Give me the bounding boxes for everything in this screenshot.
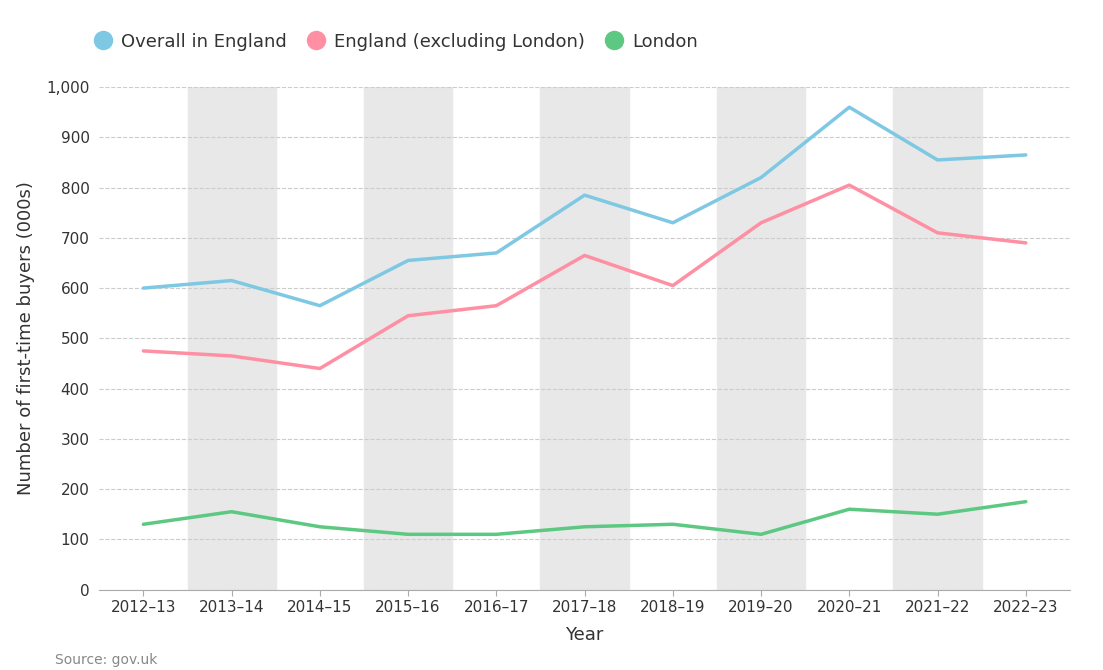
- Bar: [364, 87, 452, 590]
- Bar: [717, 87, 805, 590]
- Bar: [188, 87, 276, 590]
- X-axis label: Year: Year: [566, 626, 603, 644]
- Bar: [540, 87, 629, 590]
- Text: Source: gov.uk: Source: gov.uk: [55, 653, 158, 667]
- Y-axis label: Number of first-time buyers (000s): Number of first-time buyers (000s): [17, 182, 35, 495]
- Bar: [893, 87, 982, 590]
- Legend: Overall in England, England (excluding London), London: Overall in England, England (excluding L…: [89, 25, 705, 58]
